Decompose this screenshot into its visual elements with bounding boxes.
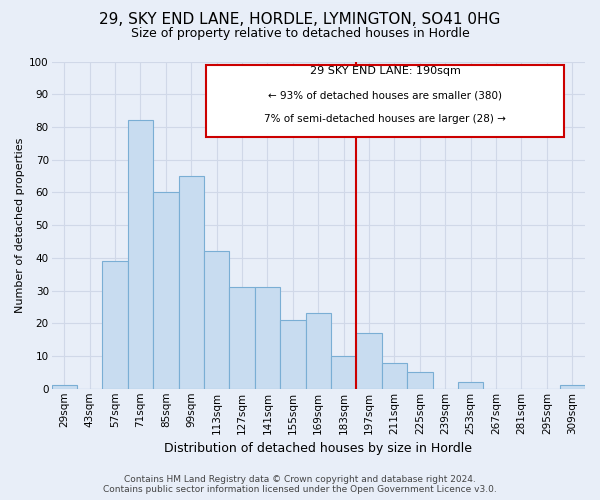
- Bar: [407, 372, 433, 389]
- Bar: [280, 320, 305, 389]
- Text: 7% of semi-detached houses are larger (28) →: 7% of semi-detached houses are larger (2…: [264, 114, 506, 124]
- Bar: [331, 356, 356, 389]
- Text: 29 SKY END LANE: 190sqm: 29 SKY END LANE: 190sqm: [310, 66, 460, 76]
- Bar: [204, 252, 229, 389]
- Text: ← 93% of detached houses are smaller (380): ← 93% of detached houses are smaller (38…: [268, 91, 502, 101]
- Bar: [52, 386, 77, 389]
- Bar: [179, 176, 204, 389]
- X-axis label: Distribution of detached houses by size in Hordle: Distribution of detached houses by size …: [164, 442, 472, 455]
- Text: Contains HM Land Registry data © Crown copyright and database right 2024.
Contai: Contains HM Land Registry data © Crown c…: [103, 474, 497, 494]
- Bar: [560, 386, 585, 389]
- Bar: [229, 288, 255, 389]
- Bar: [356, 333, 382, 389]
- Bar: [255, 288, 280, 389]
- Bar: [128, 120, 153, 389]
- Bar: [153, 192, 179, 389]
- FancyBboxPatch shape: [206, 65, 563, 137]
- Text: 29, SKY END LANE, HORDLE, LYMINGTON, SO41 0HG: 29, SKY END LANE, HORDLE, LYMINGTON, SO4…: [100, 12, 500, 28]
- Bar: [103, 261, 128, 389]
- Text: Size of property relative to detached houses in Hordle: Size of property relative to detached ho…: [131, 28, 469, 40]
- Bar: [382, 362, 407, 389]
- Bar: [305, 314, 331, 389]
- Y-axis label: Number of detached properties: Number of detached properties: [15, 138, 25, 313]
- Bar: [458, 382, 484, 389]
